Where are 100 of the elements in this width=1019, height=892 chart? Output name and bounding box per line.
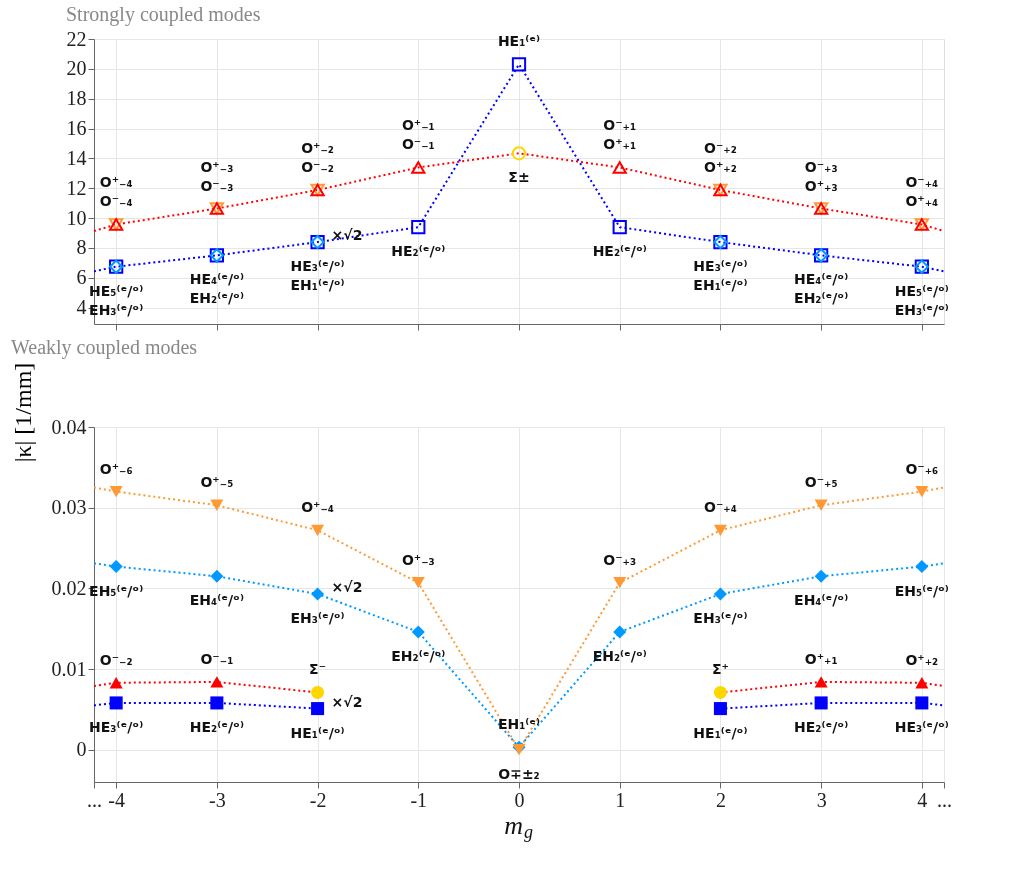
x-tick-label: -2 (309, 788, 327, 811)
annotation: HE₅⁽ᵉ/ᵒ⁾ EH₃⁽ᵉ/ᵒ⁾ (894, 282, 949, 318)
x-tick-label: 1 (615, 788, 626, 811)
point (915, 560, 929, 574)
point (814, 499, 828, 511)
annotation: O⁺₋₁ O⁻₋₁ (401, 117, 435, 153)
point (713, 685, 727, 699)
y-tick-label: 0.01 (51, 657, 87, 680)
annotation: O⁺₋₄ (301, 499, 334, 516)
point (411, 625, 425, 639)
annotation: HE₂⁽ᵉ/ᵒ⁾ (794, 718, 849, 735)
point (511, 57, 527, 72)
annotation: O⁻₊₃ (603, 551, 637, 568)
annotation: O⁻₊₁ O⁺₊₁ (603, 117, 637, 153)
annotation: HE₂⁽ᵉ/ᵒ⁾ (189, 718, 244, 735)
annotation: HE₃⁽ᵉ/ᵒ⁾ (894, 718, 949, 735)
y-tick-label: 8 (76, 236, 87, 259)
point (612, 161, 627, 174)
annotation: EH₃⁽ᵉ/ᵒ⁾ (290, 610, 345, 627)
point (512, 744, 526, 756)
y-tick-label: 0.04 (51, 415, 87, 438)
point (210, 569, 224, 583)
x-tick-label: 3 (816, 788, 827, 811)
annotation: O⁻₊₄ (704, 499, 737, 516)
point (109, 696, 123, 710)
annotation: O∓±₂ (498, 765, 540, 782)
point (210, 696, 224, 710)
chart-title: Strongly coupled modes (66, 3, 261, 26)
annotation: EH₂⁽ᵉ/ᵒ⁾ (391, 647, 446, 664)
point (311, 685, 325, 699)
annotation: EH₅⁽ᵉ/ᵒ⁾ (894, 582, 949, 599)
point (109, 485, 123, 498)
y-tick-label: 16 (66, 117, 87, 140)
point (713, 587, 727, 601)
point (311, 524, 325, 536)
point (915, 677, 929, 689)
chart-title: Weakly coupled modes (11, 336, 198, 360)
annotation: O⁺₋₃ (401, 551, 435, 568)
y-tick-label: 4 (76, 296, 87, 319)
point (109, 677, 123, 689)
annotation: Σ± (508, 169, 530, 186)
point (109, 560, 123, 574)
annotation: HE₁⁽ᵉ/ᵒ⁾ (693, 724, 748, 741)
annotation: O⁺₊₁ (804, 650, 838, 667)
y-tick-label: 0.02 (51, 576, 87, 599)
point (713, 702, 727, 716)
y-axis-title: |κ| [1/mm] (9, 362, 36, 463)
annotation: HE₂⁽ᵉ/ᵒ⁾ (391, 243, 446, 260)
annotation: O⁻₊₄ O⁺₊₄ (905, 174, 939, 210)
y-tick-label: 18 (66, 87, 87, 110)
annotation: EH₃⁽ᵉ/ᵒ⁾ (693, 610, 748, 627)
annotation: HE₄⁽ᵉ/ᵒ⁾ EH₂⁽ᵉ/ᵒ⁾ (189, 271, 244, 307)
x-tick-label: -4 (108, 788, 125, 811)
point (411, 577, 425, 589)
point (915, 485, 929, 498)
point (612, 220, 627, 235)
annotation: HE₃⁽ᵉ/ᵒ⁾ EH₁⁽ᵉ/ᵒ⁾ (290, 258, 345, 294)
annotation: Σ⁻ (309, 661, 327, 678)
point (311, 702, 325, 716)
point (713, 524, 727, 536)
x-tick-label: 2 (715, 788, 726, 811)
annotation: O⁻₊₆ (905, 460, 939, 477)
x-tick-label: ... (937, 788, 952, 811)
annotation: HE₂⁽ᵉ/ᵒ⁾ (592, 243, 647, 260)
annotation: O⁺₋₆ (99, 460, 133, 477)
point (311, 587, 325, 601)
point (613, 577, 627, 589)
point (210, 676, 224, 688)
y-tick-label: 0 (76, 738, 87, 761)
annotation: O⁺₊₂ (905, 651, 939, 668)
x-tick-label: 4 (917, 788, 928, 811)
point (411, 220, 426, 235)
annotation: ×√2 (331, 693, 363, 710)
annotation: O⁻₊₅ (804, 474, 838, 491)
y-tick-label: 0.03 (51, 496, 87, 519)
point (613, 625, 627, 639)
x-tick-label: -3 (209, 788, 226, 811)
point (814, 676, 828, 688)
y-tick-label: 12 (66, 176, 87, 199)
annotation: O⁺₋₄ O⁻₋₄ (99, 174, 133, 210)
point (511, 146, 527, 161)
annotation: Σ⁺ (711, 661, 729, 678)
annotation: ×√2 (331, 227, 363, 244)
x-tick-label: 0 (514, 788, 525, 811)
y-tick-label: 22 (66, 27, 87, 50)
x-tick-label: -1 (410, 788, 428, 811)
annotation: HE₄⁽ᵉ/ᵒ⁾ EH₂⁽ᵉ/ᵒ⁾ (794, 271, 849, 307)
annotation: O⁺₋₃ O⁻₋₃ (200, 158, 234, 194)
annotation: O⁻₋₁ (200, 650, 234, 667)
annotation: HE₃⁽ᵉ/ᵒ⁾ EH₁⁽ᵉ/ᵒ⁾ (693, 258, 748, 294)
point (814, 696, 828, 710)
annotation: EH₄⁽ᵉ/ᵒ⁾ (189, 592, 244, 609)
x-tick-label: ... (87, 788, 102, 811)
y-tick-label: 6 (76, 266, 87, 289)
y-tick-label: 20 (66, 57, 87, 80)
point (411, 161, 426, 174)
annotation: O⁺₋₂ O⁻₋₂ (301, 140, 334, 176)
annotation: O⁻₊₃ O⁺₊₃ (804, 158, 838, 194)
annotation: EH₄⁽ᵉ/ᵒ⁾ (794, 592, 849, 609)
point (814, 569, 828, 583)
